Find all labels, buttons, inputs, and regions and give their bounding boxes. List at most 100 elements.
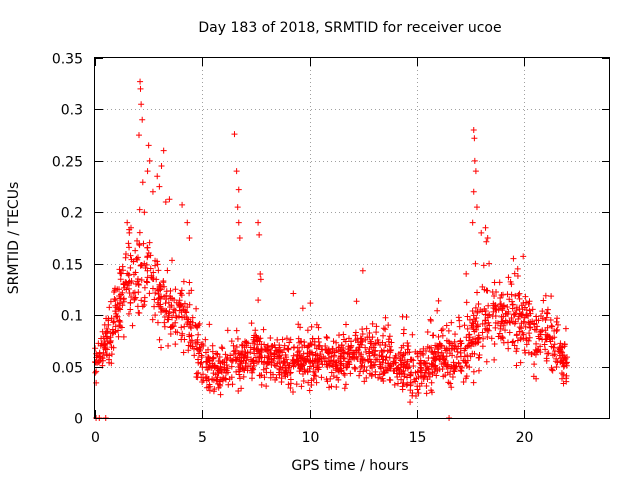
data-point	[187, 318, 194, 325]
y-tick-label: 0.35	[52, 52, 83, 68]
data-point	[155, 267, 162, 274]
data-point	[505, 274, 512, 281]
data-point	[401, 356, 408, 363]
data-point	[373, 329, 380, 336]
data-point	[544, 350, 551, 357]
data-point	[160, 307, 167, 314]
data-point	[213, 377, 220, 384]
data-point	[431, 363, 438, 370]
data-point	[488, 335, 495, 342]
data-point	[516, 295, 523, 302]
data-point	[244, 367, 251, 374]
data-point	[457, 338, 464, 345]
data-point	[324, 334, 331, 341]
data-point	[124, 219, 131, 226]
data-point	[127, 306, 134, 313]
data-point	[523, 341, 530, 348]
data-point	[141, 298, 148, 305]
data-point	[390, 358, 397, 365]
data-point	[554, 315, 561, 322]
data-point	[311, 338, 318, 345]
data-point	[458, 368, 465, 375]
data-point	[313, 379, 320, 386]
data-point	[498, 318, 505, 325]
data-point	[537, 312, 544, 319]
data-point	[141, 284, 148, 291]
data-point	[100, 349, 107, 356]
data-point	[539, 327, 546, 334]
data-point	[364, 334, 371, 341]
data-point	[192, 322, 199, 329]
data-point	[162, 199, 169, 205]
data-point	[318, 358, 325, 365]
data-point	[486, 260, 493, 267]
data-point	[469, 340, 476, 347]
data-point	[463, 270, 470, 277]
data-point	[497, 294, 504, 301]
data-point	[475, 300, 482, 307]
data-point	[181, 300, 188, 307]
data-point	[340, 355, 347, 362]
data-point	[161, 319, 168, 326]
data-point	[308, 341, 315, 348]
data-point	[470, 379, 477, 386]
data-point	[268, 343, 275, 350]
data-point	[144, 279, 151, 286]
data-point	[187, 339, 194, 346]
data-point	[374, 356, 381, 363]
data-point	[112, 297, 119, 304]
data-point	[151, 303, 158, 310]
data-point	[146, 239, 153, 246]
data-point	[257, 271, 264, 277]
data-point	[559, 355, 566, 362]
data-point	[145, 142, 152, 149]
data-point	[485, 302, 492, 309]
data-point	[534, 323, 541, 330]
data-point	[235, 387, 242, 394]
data-point	[197, 346, 204, 353]
data-point	[366, 329, 373, 336]
data-point	[237, 362, 244, 369]
data-point	[328, 383, 335, 390]
data-point	[287, 336, 294, 343]
data-point	[422, 348, 429, 355]
data-point	[355, 347, 362, 354]
data-point	[311, 372, 318, 379]
data-point	[509, 301, 516, 308]
data-point	[562, 325, 569, 332]
data-point	[172, 286, 179, 293]
data-point	[276, 353, 283, 360]
data-point	[125, 272, 132, 279]
data-point	[557, 359, 564, 366]
data-point	[138, 277, 145, 284]
data-point	[257, 335, 264, 342]
data-point	[331, 352, 338, 359]
data-point	[474, 289, 481, 296]
data-point	[203, 358, 210, 365]
data-point	[279, 336, 286, 343]
data-point	[205, 353, 212, 360]
data-point	[372, 340, 379, 347]
data-point	[283, 335, 290, 342]
data-point	[257, 372, 264, 379]
data-point	[295, 321, 302, 328]
data-point	[228, 338, 235, 345]
data-point	[171, 297, 178, 304]
data-point	[553, 355, 560, 362]
data-point	[103, 351, 110, 358]
data-point	[317, 350, 324, 357]
data-point	[518, 325, 525, 332]
data-point	[173, 299, 180, 306]
data-point	[153, 276, 160, 283]
data-point	[217, 391, 224, 398]
data-point	[420, 351, 427, 358]
data-point	[382, 314, 389, 321]
data-point	[251, 338, 258, 345]
data-point	[470, 336, 477, 343]
data-point	[111, 318, 118, 325]
data-point	[296, 352, 303, 359]
data-point	[314, 358, 321, 365]
data-point	[165, 342, 172, 349]
data-point	[495, 306, 502, 313]
x-tick-label: 5	[198, 430, 207, 446]
